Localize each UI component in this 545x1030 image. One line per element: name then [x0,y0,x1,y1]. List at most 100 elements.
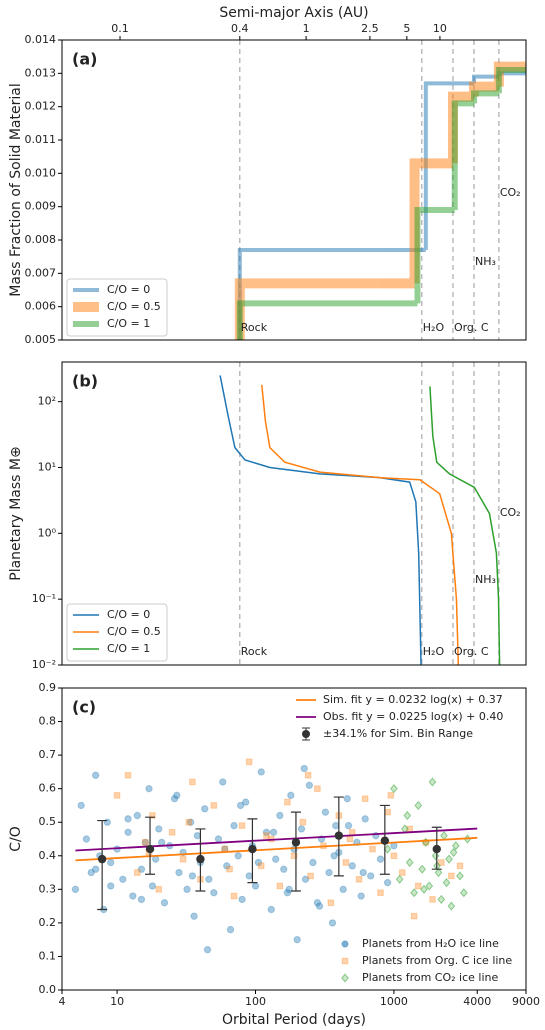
marker [71,885,80,894]
marker [141,838,150,847]
marker [290,852,298,860]
marker [383,878,392,887]
marker [251,882,260,890]
marker [287,791,295,800]
marker [254,858,263,867]
marker [284,798,291,806]
marker [348,862,356,870]
ice-line-label: NH₃ [475,255,496,268]
ice-line-label: CO₂ [500,186,521,199]
marker [297,825,306,833]
marker [428,777,437,787]
marker [214,835,223,843]
marker [188,872,197,880]
bin-point [291,838,301,847]
error-bar [97,819,108,911]
marker [420,884,428,894]
marker [285,885,293,894]
x-tick-label: 9000 [512,995,540,1008]
axes-frame [61,687,527,991]
marker [293,935,301,944]
marker [155,886,163,893]
bin-point [248,844,257,854]
marker [226,865,233,873]
step-segment [495,67,526,94]
y-tick-label: 0.009 [25,200,57,213]
marker [137,895,146,904]
ice-line-label: CO₂ [500,506,521,519]
marker [113,792,121,799]
legend-label: C/O = 0.5 [107,300,161,313]
y-tick-label: 0.005 [25,333,57,346]
marker [269,828,278,836]
marker [299,818,307,826]
step-segment [414,207,455,304]
x2-tick-label: 10 [433,22,447,35]
marker [440,831,448,841]
y-axis-label: Planetary Mass M⊕ [8,446,24,580]
marker [456,862,464,870]
marker [410,888,418,898]
plot-area [234,40,526,340]
y-tick-label: 0.006 [25,300,57,313]
axes-frame [61,361,527,666]
line [261,384,460,665]
legend-label: C/O = 0 [107,283,150,296]
line [219,375,422,665]
y-axis-label: Mass Fraction of Solid Material [8,83,24,296]
x2-tick-label: 0.4 [231,22,249,35]
marker [330,852,338,860]
marker [332,821,340,830]
marker [456,871,464,881]
marker [87,868,95,877]
marker [305,781,314,790]
marker [447,901,456,911]
marker [245,758,253,766]
x-axis-label: Orbital Period (days) [222,1012,366,1028]
y-tick-label: 0.0 [39,983,57,996]
marker [314,785,321,792]
y-tick-label: 0.7 [39,748,57,761]
step-segment [236,300,418,340]
marker [418,864,427,874]
ice-line-label: H₂O [423,645,445,658]
marker [238,895,246,904]
marker [124,771,132,779]
marker [257,862,265,870]
y-tick-label: 0.4 [39,849,57,862]
marker [376,855,385,863]
legend-label: C/O = 1 [107,642,150,655]
bin-point [432,844,441,854]
marker [186,818,195,826]
x-tick-label: 4000 [463,995,491,1008]
marker [315,902,324,910]
marker [257,768,265,776]
marker [173,791,181,800]
marker [361,795,369,803]
marker [321,808,330,816]
marker [325,868,333,877]
marker [170,795,179,803]
marker [179,855,187,863]
marker [262,828,271,836]
plot-area [71,758,478,954]
marker [346,835,354,843]
y-tick-label: 0.6 [39,782,57,795]
marker [157,838,166,847]
x2-tick-label: 2.5 [361,22,379,35]
step-series [236,67,526,340]
step-segment [451,100,475,210]
bin-point [380,836,390,845]
marker [119,875,127,883]
marker [267,905,275,914]
marker [384,808,391,816]
marker [442,878,451,888]
step-segment [237,248,426,340]
y-tick-label: 0.2 [39,916,57,929]
y-tick-label: 0.008 [25,233,57,246]
legend-label: Planets from H₂O ice line [362,937,499,950]
line [429,386,501,665]
marker [226,925,235,934]
y-tick-label: 0.8 [39,715,57,728]
